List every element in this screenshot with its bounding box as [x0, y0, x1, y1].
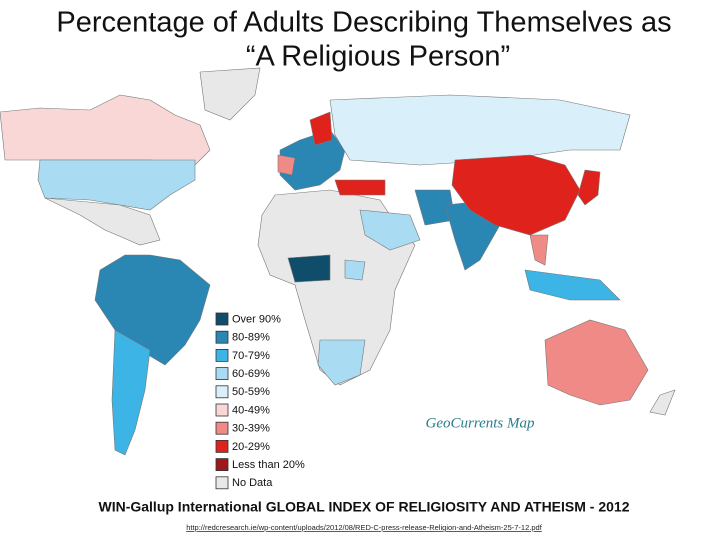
watermark: GeoCurrents Map [425, 415, 535, 431]
title-line: “A Religious Person” [246, 41, 510, 73]
legend-label: Less than 20% [232, 459, 305, 471]
nigeria-ghana [287, 254, 331, 283]
legend-swatch [215, 458, 229, 472]
legend-swatch [215, 367, 229, 381]
legend-swatch [215, 330, 229, 344]
south-africa [317, 339, 366, 386]
mexico-central-america [44, 197, 161, 246]
legend-swatch [215, 348, 229, 362]
legend-label: 80-89% [232, 332, 270, 344]
source-url[interactable]: http://redcresearch.ie/wp-content/upload… [186, 523, 543, 532]
legend: Over 90% 80-89% 70-79% 60-69% 50-59% 40-49% 30… [215, 312, 305, 490]
vietnam [529, 234, 549, 266]
legend-swatch [215, 476, 229, 490]
indonesia [524, 269, 621, 301]
australia [544, 319, 649, 406]
world-map [0, 67, 676, 456]
france [277, 154, 296, 176]
legend-swatch [215, 403, 229, 417]
turkey [334, 179, 386, 196]
title-line: Percentage of Adults Describing Themselv… [56, 7, 671, 39]
footer: WIN-Gallup International GLOBAL INDEX OF… [98, 499, 629, 515]
legend-label: 70-79% [232, 350, 270, 362]
legend-swatch [215, 439, 229, 453]
legend-swatch [215, 385, 229, 399]
saudi-arabia [359, 209, 421, 251]
east-africa [344, 259, 366, 281]
legend-label: 60-69% [232, 368, 270, 380]
legend-label: 20-29% [232, 441, 270, 453]
legend-swatch [215, 312, 229, 326]
russia [329, 94, 631, 166]
china [451, 154, 581, 236]
legend-label: Over 90% [232, 313, 281, 325]
greenland [199, 67, 261, 121]
legend-swatch [215, 421, 229, 435]
legend-label: 50-59% [232, 386, 270, 398]
argentina-chile [111, 329, 151, 456]
sweden [309, 111, 333, 146]
europe-south [279, 129, 346, 191]
legend-label: 40-49% [232, 404, 270, 416]
brazil-peru [94, 254, 211, 366]
legend-label: No Data [232, 477, 273, 489]
japan [577, 169, 601, 206]
new-zealand [649, 389, 676, 416]
usa [37, 159, 196, 211]
canada [0, 94, 211, 166]
legend-label: 30-39% [232, 423, 270, 435]
